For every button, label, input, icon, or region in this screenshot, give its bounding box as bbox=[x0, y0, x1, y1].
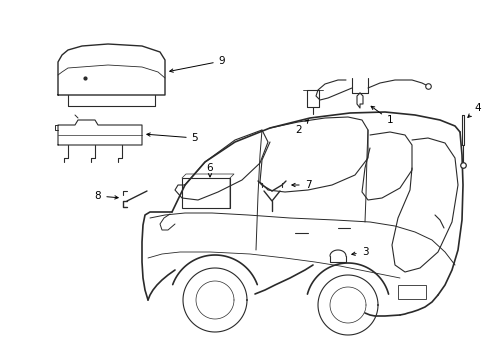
Text: 3: 3 bbox=[351, 247, 367, 257]
Text: 2: 2 bbox=[295, 120, 308, 135]
Text: 4: 4 bbox=[467, 103, 480, 117]
Text: 5: 5 bbox=[146, 133, 198, 143]
Text: 9: 9 bbox=[169, 56, 225, 72]
Bar bbox=[182, 178, 229, 208]
Text: 1: 1 bbox=[370, 106, 392, 125]
Bar bbox=[397, 285, 425, 299]
Text: 6: 6 bbox=[206, 163, 213, 177]
Text: 7: 7 bbox=[291, 180, 311, 190]
Text: 8: 8 bbox=[95, 191, 118, 201]
